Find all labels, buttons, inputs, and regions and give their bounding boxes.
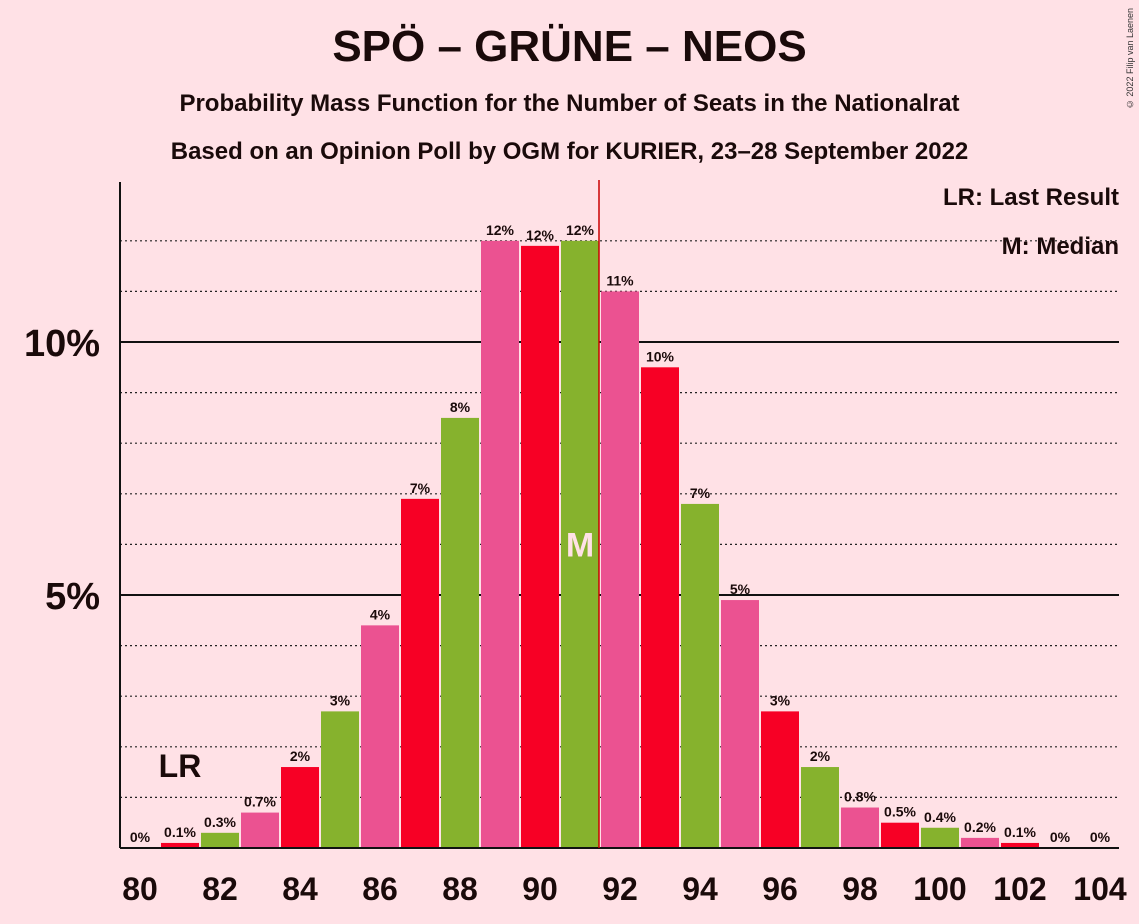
bar-value-label: 4% bbox=[370, 606, 391, 622]
bar-seat-83 bbox=[241, 812, 279, 848]
bar-value-label: 0% bbox=[130, 829, 151, 845]
x-tick-label: 100 bbox=[913, 871, 966, 907]
bar-seat-84 bbox=[281, 767, 319, 848]
chart-subtitle: Probability Mass Function for the Number… bbox=[179, 90, 960, 117]
bar-value-label: 12% bbox=[486, 222, 515, 238]
bar-value-label: 0.7% bbox=[244, 794, 276, 810]
bar-seat-92 bbox=[601, 291, 639, 848]
y-tick-label: 5% bbox=[45, 576, 100, 618]
y-tick-label: 10% bbox=[24, 323, 100, 365]
bar-seat-87 bbox=[401, 498, 439, 848]
bar-seat-98 bbox=[841, 807, 879, 848]
bar-seat-99 bbox=[881, 822, 919, 848]
bar-value-label: 0% bbox=[1090, 829, 1111, 845]
bar-value-label: 10% bbox=[646, 348, 675, 364]
bar-value-label: 2% bbox=[290, 748, 311, 764]
x-tick-label: 102 bbox=[993, 871, 1046, 907]
x-tick-label: 98 bbox=[842, 871, 878, 907]
bar-value-label: 0.3% bbox=[204, 814, 236, 830]
bar-seat-81 bbox=[161, 842, 199, 848]
bar-seat-97 bbox=[801, 767, 839, 848]
bar-seat-89 bbox=[481, 240, 519, 849]
x-tick-label: 104 bbox=[1073, 871, 1127, 907]
bar-value-label: 3% bbox=[770, 692, 791, 708]
x-tick-label: 96 bbox=[762, 871, 798, 907]
bar-seat-93 bbox=[641, 367, 679, 848]
bar-seat-95 bbox=[721, 600, 759, 848]
bar-value-label: 0.1% bbox=[1004, 824, 1036, 840]
bar-seat-94 bbox=[681, 503, 719, 848]
bar-value-label: 12% bbox=[566, 222, 595, 238]
bar-value-label: 0.8% bbox=[844, 789, 876, 805]
x-tick-label: 84 bbox=[282, 871, 318, 907]
x-tick-label: 94 bbox=[682, 871, 718, 907]
bar-seat-102 bbox=[1001, 842, 1039, 848]
x-tick-label: 80 bbox=[122, 871, 158, 907]
bar-value-label: 8% bbox=[450, 399, 471, 415]
bar-seat-101 bbox=[961, 837, 999, 848]
bar-seat-91 bbox=[561, 240, 599, 849]
copyright-note: © 2022 Filip van Laenen bbox=[1125, 8, 1135, 110]
legend-median: M: Median bbox=[1001, 233, 1119, 260]
bar-seat-82 bbox=[201, 832, 239, 848]
bar-value-label: 0% bbox=[1050, 829, 1071, 845]
x-tick-label: 82 bbox=[202, 871, 238, 907]
bar-value-label: 0.4% bbox=[924, 809, 956, 825]
x-tick-label: 92 bbox=[602, 871, 638, 907]
bar-seat-96 bbox=[761, 711, 799, 848]
bar-seat-100 bbox=[921, 827, 959, 848]
legend-last-result: LR: Last Result bbox=[942, 184, 1119, 211]
bar-value-label: 11% bbox=[606, 272, 634, 288]
bar-value-label: 3% bbox=[330, 692, 351, 708]
x-tick-label: 88 bbox=[442, 871, 478, 907]
chart-source: Based on an Opinion Poll by OGM for KURI… bbox=[170, 138, 969, 165]
x-tick-label: 86 bbox=[362, 871, 398, 907]
bar-seat-86 bbox=[361, 625, 399, 848]
bar-seat-85 bbox=[321, 711, 359, 848]
median-marker: M bbox=[566, 526, 594, 564]
last-result-marker: LR bbox=[159, 748, 202, 784]
bar-seat-90 bbox=[521, 245, 559, 849]
bar-value-label: 0.5% bbox=[884, 804, 916, 820]
bar-value-label: 12% bbox=[526, 227, 555, 243]
bar-value-label: 0.1% bbox=[164, 824, 196, 840]
bar-value-label: 7% bbox=[690, 485, 711, 501]
bar-value-label: 7% bbox=[410, 480, 431, 496]
x-tick-label: 90 bbox=[522, 871, 558, 907]
bar-value-label: 2% bbox=[810, 748, 831, 764]
bar-seat-88 bbox=[441, 417, 479, 848]
bar-value-label: 0.2% bbox=[964, 819, 996, 835]
chart-title: SPÖ – GRÜNE – NEOS bbox=[332, 22, 807, 71]
bar-value-label: 5% bbox=[730, 581, 751, 597]
